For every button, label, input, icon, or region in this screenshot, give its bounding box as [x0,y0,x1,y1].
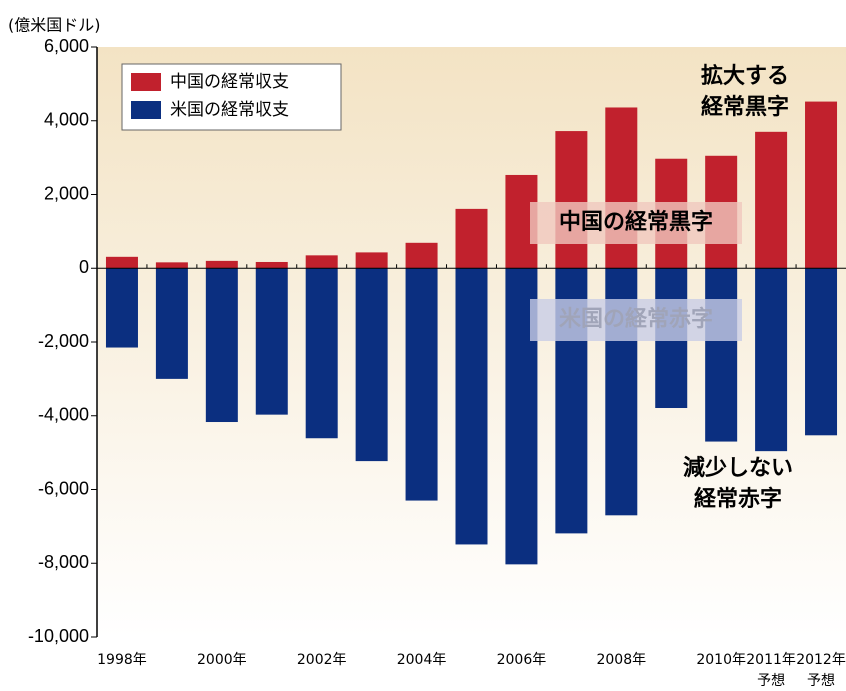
bar [155,268,188,379]
bar [805,101,838,269]
bar [755,131,788,269]
bar [205,268,238,423]
legend-label: 米国の経常収支 [170,100,289,120]
bar [105,268,138,348]
x-tick-label: 1998年 [97,652,147,668]
bar [105,256,138,269]
y-tick-label: -6,000 [38,478,89,498]
bar [355,268,388,462]
bar [405,268,438,501]
y-tick-label: -8,000 [38,552,89,572]
bar [755,268,788,452]
annotation: 経常黒字 [701,94,789,120]
legend-swatch [131,101,161,119]
annotation: 経常赤字 [694,486,782,512]
bar [305,255,338,269]
x-tick-note: 予想 [757,673,785,689]
y-tick-label: 0 [79,257,89,277]
annotation-box [530,202,742,244]
x-tick-label: 2002年 [297,652,347,668]
bar [605,107,638,269]
annotation: 中国の経常黒字 [559,209,713,235]
bar [455,268,488,545]
x-tick-note: 予想 [807,673,835,689]
bar [305,268,338,439]
bar [555,131,588,269]
bar [255,261,288,269]
legend-label: 中国の経常収支 [170,72,289,92]
bar [455,208,488,269]
y-tick-label: 2,000 [44,183,89,203]
bar [705,268,738,442]
bar [355,252,388,269]
x-tick-label: 2008年 [596,652,646,668]
annotation: 拡大する [701,63,789,89]
y-tick-label: -4,000 [38,405,89,425]
x-tick-label: 2012年 [796,652,846,668]
annotation-box [530,299,742,341]
y-tick-label: -10,000 [28,626,89,646]
x-tick-label: 2000年 [197,652,247,668]
bar [205,260,238,269]
bar [405,242,438,269]
bar [805,268,838,436]
x-tick-label: 2010年 [696,652,746,668]
bar [255,268,288,415]
y-tick-label: -2,000 [38,331,89,351]
x-tick-label: 2011年 [746,652,796,668]
annotation: 減少しない [683,455,793,481]
x-tick-label: 2004年 [397,652,447,668]
y-tick-label: 6,000 [44,36,89,56]
legend-swatch [131,73,161,91]
x-tick-label: 2006年 [497,652,547,668]
y-axis-label: (億米国ドル) [8,16,101,35]
bar [155,262,188,269]
y-tick-label: 4,000 [44,110,89,130]
